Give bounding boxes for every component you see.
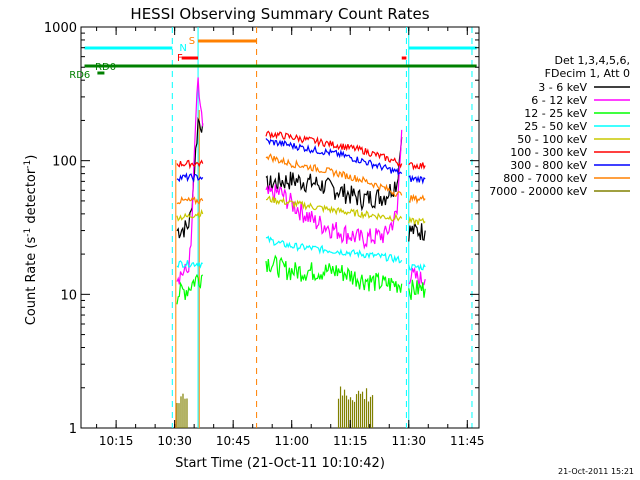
series-line-7-seg1 [176,195,204,206]
y-axis-label: Count Rate (s-1 detector-1) [23,155,39,326]
legend-label: 25 - 50 keV [524,120,587,133]
series-line-7-seg3 [408,193,426,205]
legend-label: 800 - 7000 keV [503,172,587,185]
series-line-7-seg2 [265,153,403,198]
footer-timestamp: 21-Oct-2011 15:21 [558,467,634,476]
y-tick-label: 10 [60,288,77,303]
x-tick-label: 11:30 [391,434,426,448]
series-line-5-seg1 [176,159,204,170]
flag-label-n: N [179,43,186,54]
plot-axes [80,26,480,429]
flag-label-s: S [189,36,195,47]
series-line-0-seg3 [408,222,426,242]
series-line-2-seg3 [408,279,426,301]
x-tick-label: 10:45 [216,434,251,448]
x-tick-label: 10:30 [157,434,192,448]
series-line-6-seg1 [176,172,204,184]
series-line-3-seg2 [265,235,403,264]
legend-label: 12 - 25 keV [524,107,587,120]
plot-frame [80,26,480,429]
series-group [176,77,426,428]
chart-title: HESSI Observing Summary Count Rates [130,5,429,23]
series-line-3-seg1 [176,260,203,269]
legend-title-2: FDecim 1, Att 0 [545,67,630,80]
x-tick-label: 11:45 [450,434,485,448]
legend-label: 300 - 800 keV [510,159,587,172]
legend-label: 100 - 300 keV [510,146,587,159]
flag-label-rd0: RD0 [95,62,116,73]
y-tick-label: 1000 [44,21,77,36]
series-line-6-seg2 [265,138,403,176]
series-line-3-seg3 [408,263,426,273]
flag-bars: SNF RD0 RD6 [69,36,477,81]
x-tick-label: 10:15 [99,434,134,448]
series-line-0-seg1 [176,116,204,239]
series-line-4-seg1 [176,208,204,222]
y-tick-label: 100 [52,155,77,170]
x-tick-label: 11:00 [274,434,309,448]
series-line-6-seg3 [408,174,426,185]
x-tick-label: 11:15 [333,434,368,448]
legend-label: 6 - 12 keV [531,94,587,107]
tick-group: 10:15 10:30 10:45 11:00 11:15 11:30 11:45 1 10 10… [44,21,485,448]
svg-text:Count Rate (s-1 detector-1): Count Rate (s-1 detector-1) [23,155,39,326]
series-line-2-seg2 [265,254,403,293]
flag-label-rd6: RD6 [69,70,90,81]
series-line-4-seg2 [265,195,403,222]
series-line-2-seg1 [176,273,204,305]
time-markers [171,27,473,428]
legend-label: 50 - 100 keV [517,133,587,146]
x-axis-label: Start Time (21-Oct-11 10:10:42) [175,456,385,471]
y-tick-label: 1 [69,422,77,437]
series-line-5-seg2 [265,130,403,169]
series-line-0-seg2 [265,137,403,212]
flag-label-f: F [177,53,183,64]
series-line-4-seg3 [408,216,426,225]
series-line-5-seg3 [408,162,426,171]
legend-title-1: Det 1,3,4,5,6, [554,54,630,67]
legend-label: 7000 - 20000 keV [489,185,587,198]
legend-label: 3 - 6 keV [538,81,587,94]
series-line-1-seg1 [176,77,204,285]
